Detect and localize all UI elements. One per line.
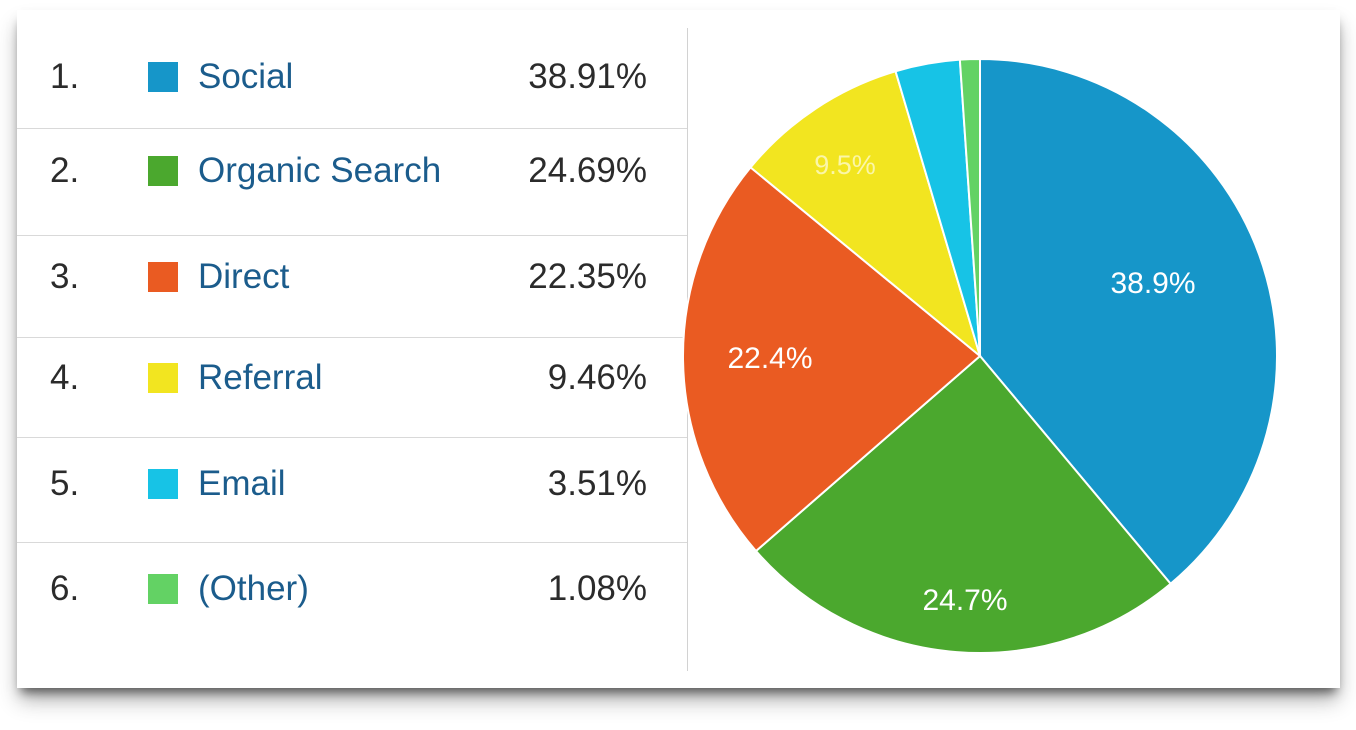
- svg-text:22.4%: 22.4%: [727, 342, 812, 375]
- svg-text:38.9%: 38.9%: [1110, 267, 1195, 300]
- svg-text:24.7%: 24.7%: [922, 584, 1007, 617]
- svg-text:9.5%: 9.5%: [814, 150, 876, 180]
